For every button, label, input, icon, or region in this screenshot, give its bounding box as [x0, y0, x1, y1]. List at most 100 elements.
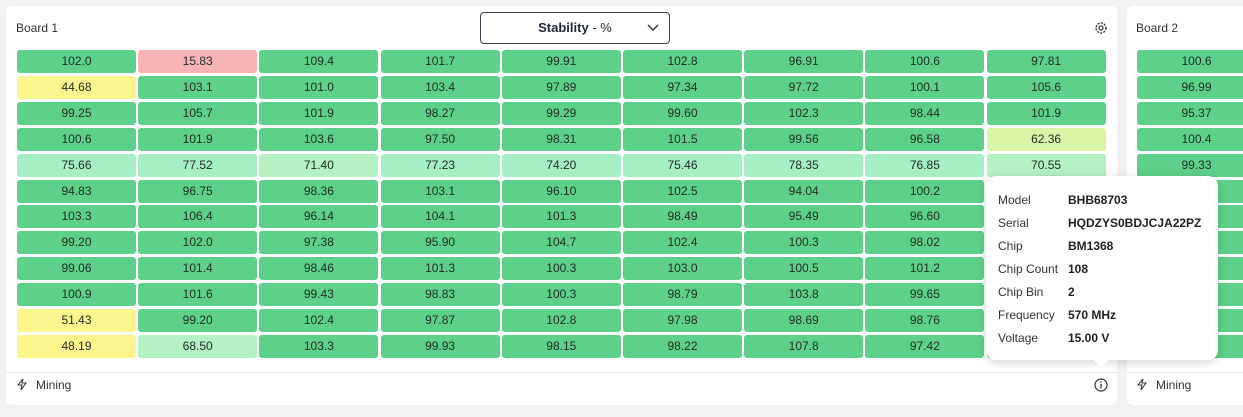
cell: 101.3 — [380, 257, 500, 281]
metric-name: Stability — [538, 20, 589, 35]
cell: 106.4 — [138, 205, 258, 229]
cell: 104.1 — [380, 205, 500, 229]
separator — [1127, 372, 1243, 373]
cell: 96.91 — [744, 50, 864, 73]
cell: 103.8 — [744, 283, 864, 307]
cell: 100.9 — [17, 283, 136, 307]
tooltip-value: 108 — [1068, 262, 1089, 276]
board-title: Board 2 — [1136, 21, 1179, 35]
cell: 100.6 — [865, 50, 985, 73]
cell: 76.85 — [865, 153, 985, 177]
cell: 97.98 — [623, 309, 742, 332]
cell: 100.2 — [865, 179, 985, 203]
tooltip-label: Voltage — [998, 331, 1039, 345]
cell: 103.4 — [380, 75, 500, 99]
cell: 105.6 — [986, 75, 1106, 99]
cell: 97.50 — [380, 127, 500, 151]
cell: 103.0 — [623, 257, 742, 281]
cell: 99.29 — [501, 101, 621, 125]
cell: 71.40 — [259, 153, 379, 177]
cell: 103.6 — [259, 127, 379, 151]
cell: 51.43 — [17, 309, 136, 332]
cell: 102.8 — [501, 309, 621, 332]
cell: 97.72 — [744, 75, 864, 99]
cell: 97.34 — [623, 75, 742, 99]
cell: 109.4 — [259, 50, 379, 73]
tooltip-label: Model — [998, 193, 1031, 207]
cell: 103.1 — [138, 75, 258, 99]
cell: 100.3 — [501, 257, 621, 281]
cell: 78.35 — [744, 153, 864, 177]
cell: 96.10 — [501, 179, 621, 203]
cell: 98.31 — [501, 127, 621, 151]
cell: 99.56 — [744, 127, 864, 151]
cell: 100.3 — [744, 231, 864, 255]
cell: 99.43 — [259, 283, 379, 307]
cell: 98.76 — [865, 309, 985, 332]
cell: 98.79 — [623, 283, 742, 307]
cell: 77.23 — [380, 153, 500, 177]
cell: 95.49 — [744, 205, 864, 229]
cell: 103.1 — [380, 179, 500, 203]
settings-icon[interactable] — [1094, 21, 1108, 35]
metric-dropdown[interactable]: Stability - % — [480, 12, 670, 44]
cell: 100.3 — [501, 283, 621, 307]
cell: 44.68 — [17, 75, 136, 99]
cell: 99.65 — [865, 283, 985, 307]
cell: 101.9 — [138, 127, 258, 151]
cell: 68.50 — [138, 334, 258, 358]
cell: 103.3 — [17, 205, 136, 229]
cell: 99.60 — [623, 101, 742, 125]
chevron-icon — [647, 24, 659, 31]
cell: 99.33 — [1137, 153, 1243, 177]
cell: 100.1 — [865, 75, 985, 99]
cell: 102.0 — [138, 231, 258, 255]
cell: 48.19 — [17, 334, 136, 358]
cell: 100.5 — [744, 257, 864, 281]
cell: 75.66 — [17, 153, 136, 177]
cell: 96.75 — [138, 179, 258, 203]
cell: 99.06 — [17, 257, 136, 281]
tooltip-label: Chip Bin — [998, 285, 1044, 299]
cell: 99.91 — [501, 50, 621, 73]
cell: 98.22 — [623, 334, 742, 358]
cell: 98.46 — [259, 257, 379, 281]
cell: 70.55 — [986, 153, 1106, 177]
cell: 99.20 — [138, 309, 258, 332]
board-title: Board 1 — [16, 21, 59, 35]
cell: 100.6 — [1137, 50, 1243, 73]
cell: 97.81 — [986, 50, 1106, 73]
cell: 101.7 — [380, 50, 500, 73]
cell: 75.46 — [623, 153, 742, 177]
cell: 102.8 — [623, 50, 742, 73]
cell: 101.3 — [501, 205, 621, 229]
cell: 101.4 — [138, 257, 258, 281]
cell: 104.7 — [501, 231, 621, 255]
cell: 74.20 — [501, 153, 621, 177]
cell: 103.3 — [259, 334, 379, 358]
cell: 96.58 — [865, 127, 985, 151]
cell: 98.02 — [865, 231, 985, 255]
cell: 101.0 — [259, 75, 379, 99]
tooltip-value: BM1368 — [1068, 239, 1114, 253]
cell: 97.38 — [259, 231, 379, 255]
mining-icon — [1136, 378, 1147, 391]
cell: 97.87 — [380, 309, 500, 332]
cell: 94.04 — [744, 179, 864, 203]
cell: 62.36 — [986, 127, 1106, 151]
tooltip-label: Chip Count — [998, 262, 1059, 276]
tooltip-pointer — [1092, 359, 1110, 367]
cell: 107.8 — [744, 334, 864, 358]
cell: 94.83 — [17, 179, 136, 203]
cell: 98.36 — [259, 179, 379, 203]
cell: 105.7 — [138, 101, 258, 125]
cell: 101.9 — [259, 101, 379, 125]
cell: 99.25 — [17, 101, 136, 125]
cell: 98.44 — [865, 101, 985, 125]
cell: 15.83 — [138, 50, 258, 73]
tooltip-label: Serial — [998, 216, 1029, 230]
cell: 77.52 — [138, 153, 258, 177]
info-icon[interactable] — [1094, 378, 1108, 392]
cell: 98.69 — [744, 309, 864, 332]
